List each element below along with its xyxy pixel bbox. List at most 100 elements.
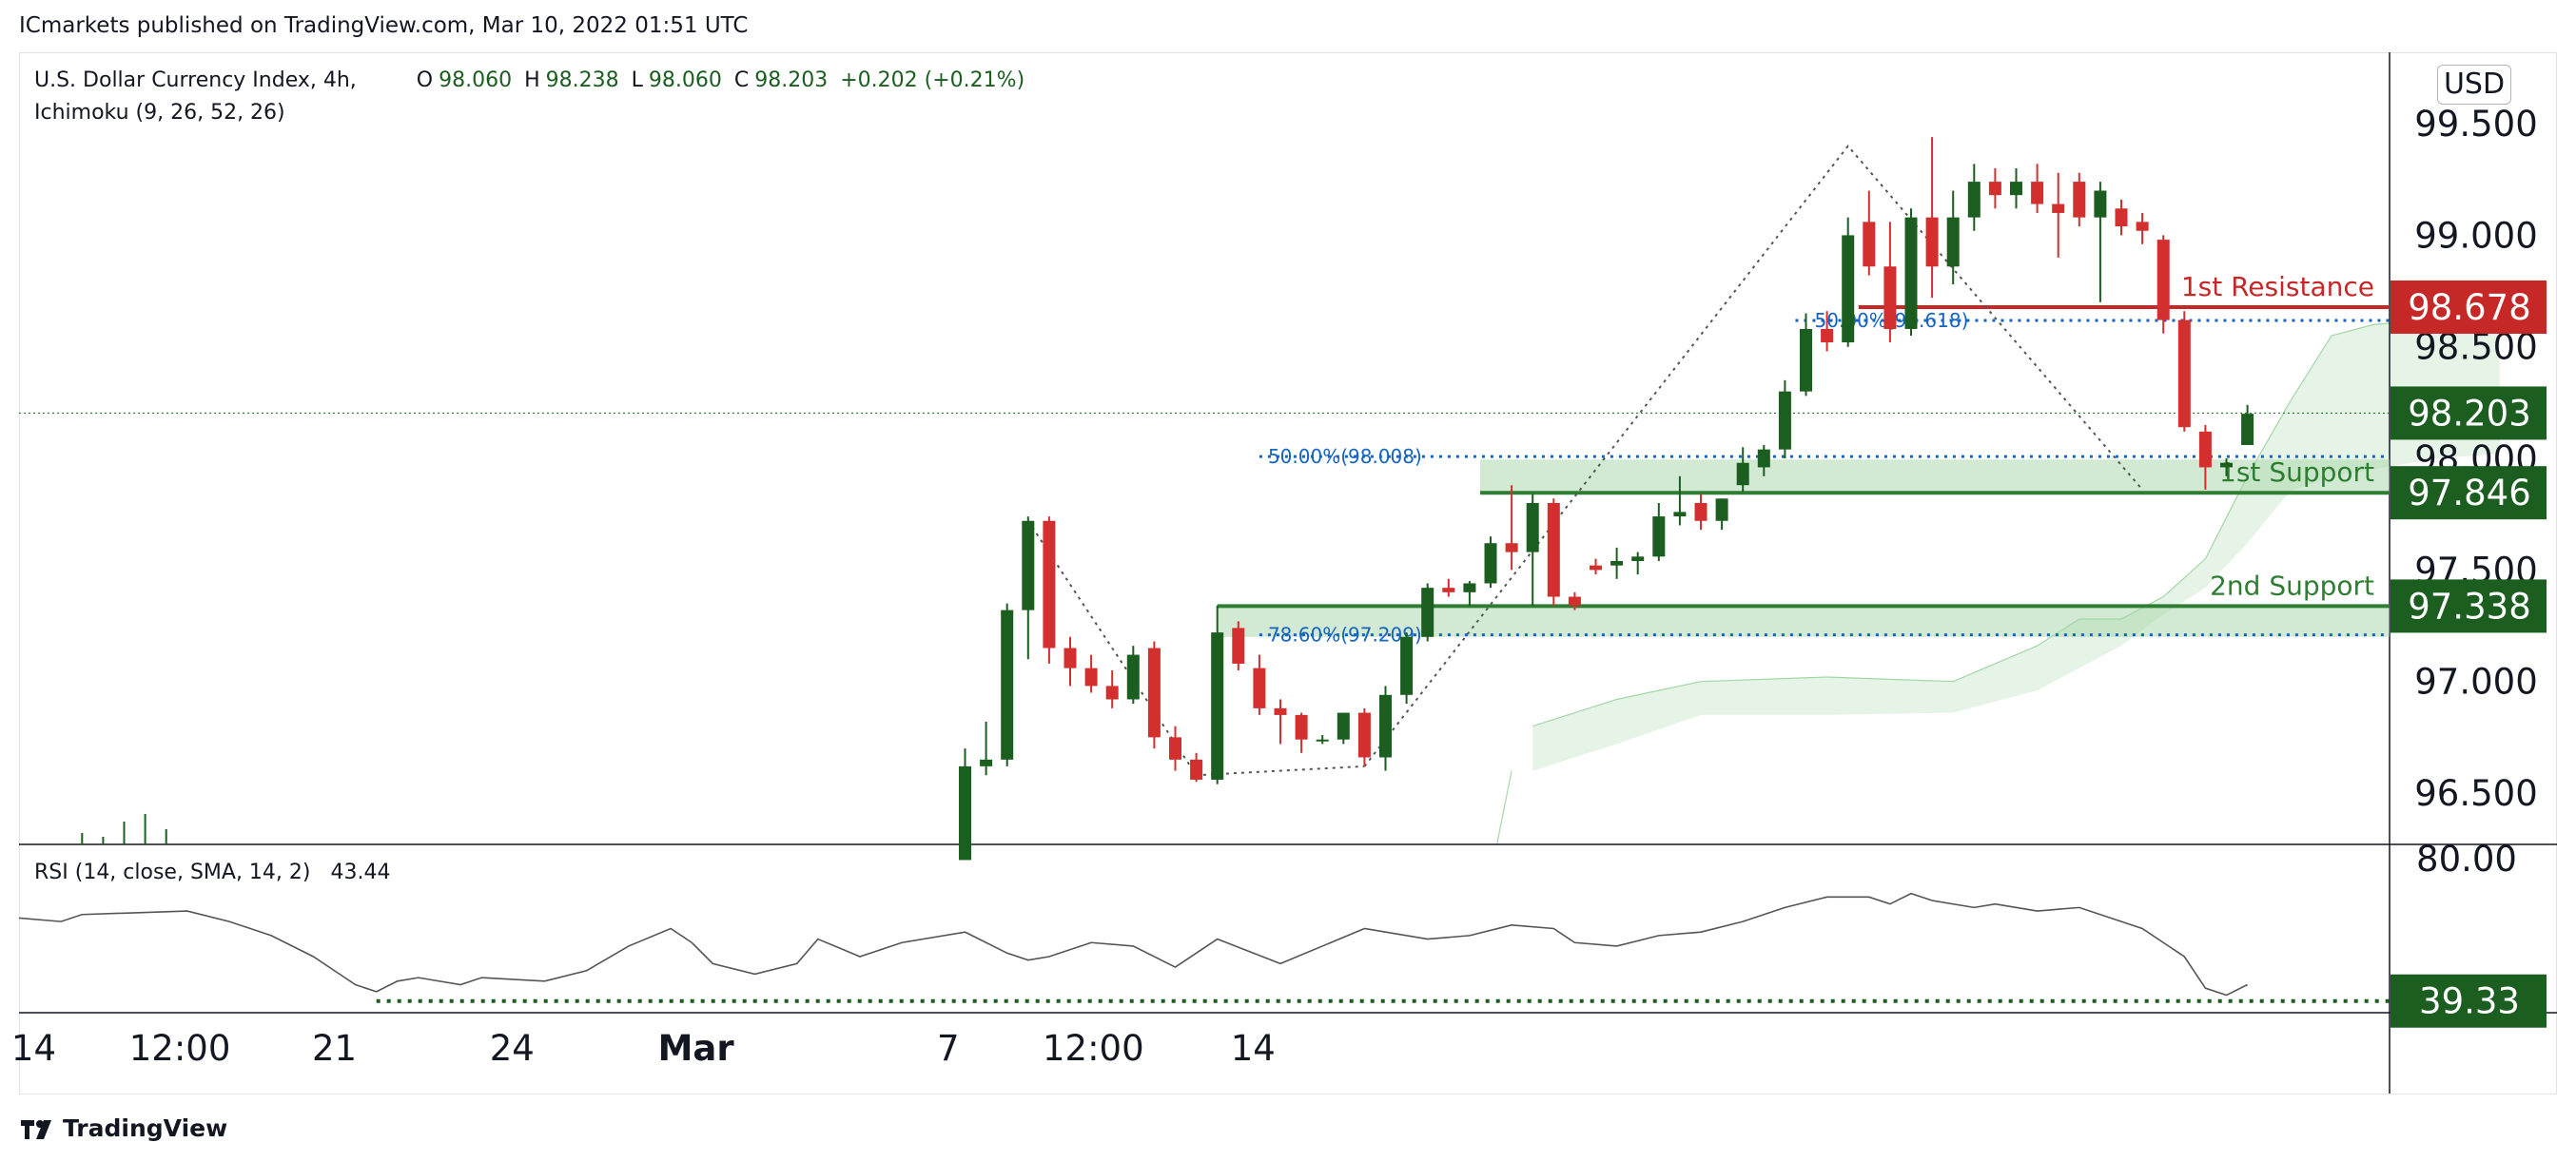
candle-body: [1800, 328, 1812, 392]
candle-up: [1800, 313, 1812, 397]
time-tick: 14: [1231, 1028, 1276, 1069]
candle-body: [1757, 449, 1770, 468]
rsi-label[interactable]: RSI (14, close, SMA, 14, 2): [34, 861, 311, 884]
candle-up: [1757, 444, 1770, 476]
candle-body: [1590, 565, 1602, 571]
candle-body: [1547, 502, 1560, 597]
candle-down: [2136, 212, 2149, 244]
candle-body: [1904, 217, 1918, 329]
price-tick: 97.000: [2414, 662, 2537, 703]
candle-body: [1736, 462, 1749, 486]
brand-name: TradingView: [63, 1114, 228, 1142]
candle-body: [1484, 543, 1497, 584]
candle-body: [1316, 739, 1329, 742]
tradingview-logo-icon: [19, 1116, 57, 1141]
candle-body: [2052, 203, 2065, 213]
candle-body: [1715, 498, 1728, 521]
candle-body: [2177, 320, 2191, 428]
close-label: C: [733, 68, 750, 92]
candle-body: [1274, 707, 1287, 715]
cloud-area: [1532, 320, 2500, 771]
candle-down: [1253, 654, 1266, 715]
candle-body: [2073, 182, 2086, 218]
candle-body: [2156, 240, 2170, 320]
candle-body: [1105, 686, 1119, 700]
time-tick: 7: [937, 1028, 960, 1069]
candle-down: [1442, 578, 1455, 597]
price-axis: 99.50099.00098.50098.00097.50097.00096.5…: [11, 104, 2547, 1069]
rsi-pane: [18, 892, 2390, 1003]
fib-swing-line: [1363, 144, 2143, 767]
candle-down: [1043, 516, 1056, 664]
candle-up: [1001, 603, 1014, 766]
candle-up: [1022, 516, 1035, 660]
last-price-tag: 98.203: [2391, 386, 2547, 440]
candle-up: [1526, 494, 1539, 606]
candle-body: [1526, 502, 1539, 552]
open-value: 98.060: [439, 68, 513, 92]
support-resistance-levels: 1st Resistance 1st Support 2nd Support: [19, 271, 2390, 637]
close-value: 98.203: [754, 68, 829, 92]
candle-down: [1821, 311, 1834, 352]
candle-up: [1715, 498, 1728, 531]
cloud-edge: [1496, 770, 1512, 845]
publisher-header: ICmarkets published on TradingView.com, …: [19, 13, 749, 38]
low-label: L: [631, 68, 643, 92]
rsi-level-tag: 39.33: [2391, 974, 2547, 1028]
candle-body: [1842, 235, 1855, 343]
candle-down: [1883, 222, 1897, 343]
candle-up: [1904, 208, 1918, 337]
candle-body: [2241, 414, 2254, 445]
footer-brand[interactable]: TradingView: [19, 1114, 227, 1142]
candle-body: [2094, 190, 2107, 218]
candle-up: [1400, 632, 1414, 705]
indicator-title[interactable]: Ichimoku (9, 26, 52, 26): [34, 101, 285, 125]
candle-body: [1357, 712, 1371, 758]
support-zone: [1479, 459, 2390, 494]
candle-down: [2052, 172, 2065, 258]
axis-tag-text: 98.203: [2408, 393, 2530, 434]
candle-up: [1842, 217, 1855, 347]
time-tick: 21: [312, 1028, 357, 1069]
candle-body: [2198, 431, 2212, 468]
candle-up: [1652, 502, 1666, 561]
candle-up: [1631, 552, 1645, 575]
candle-up: [1463, 581, 1476, 606]
price-tick: 99.000: [2414, 215, 2537, 256]
candle-up: [1337, 712, 1350, 745]
high-label: H: [524, 68, 540, 92]
candle-body: [1925, 217, 1939, 267]
candle-down: [1547, 498, 1560, 606]
level-price-tag: 98.678: [2391, 280, 2547, 334]
candle-down: [2073, 172, 2086, 227]
candle-body: [1673, 512, 1687, 517]
candle-body: [1694, 502, 1708, 521]
candle-body: [2031, 182, 2044, 204]
candle-down: [1694, 494, 1708, 531]
candle-body: [1064, 648, 1077, 668]
axis-tag-bg: [2391, 466, 2547, 520]
candle-up: [1484, 536, 1497, 589]
candle-down: [1084, 654, 1098, 693]
candle-body: [1126, 654, 1140, 700]
price-tick: 99.500: [2414, 104, 2537, 145]
candle-body: [2010, 182, 2022, 196]
candle-body: [1863, 222, 1876, 267]
candle-body: [1505, 543, 1518, 552]
candle-down: [1190, 752, 1203, 783]
candle-up: [1126, 646, 1140, 705]
currency-button[interactable]: USD: [2437, 65, 2511, 105]
symbol-title[interactable]: U.S. Dollar Currency Index, 4h,: [34, 68, 357, 92]
candle-body: [1610, 560, 1624, 566]
candle-down: [1232, 621, 1245, 670]
candle-body: [1147, 648, 1161, 738]
candle-body: [1967, 182, 1981, 218]
candle-up: [959, 748, 971, 861]
low-value: 98.060: [648, 68, 722, 92]
candle-body: [1442, 588, 1455, 592]
change-value: +0.202 (+0.21%): [840, 68, 1025, 92]
candle-body: [1778, 391, 1791, 450]
candle-down: [1568, 591, 1581, 610]
fib-swing-line: [1026, 520, 1365, 777]
